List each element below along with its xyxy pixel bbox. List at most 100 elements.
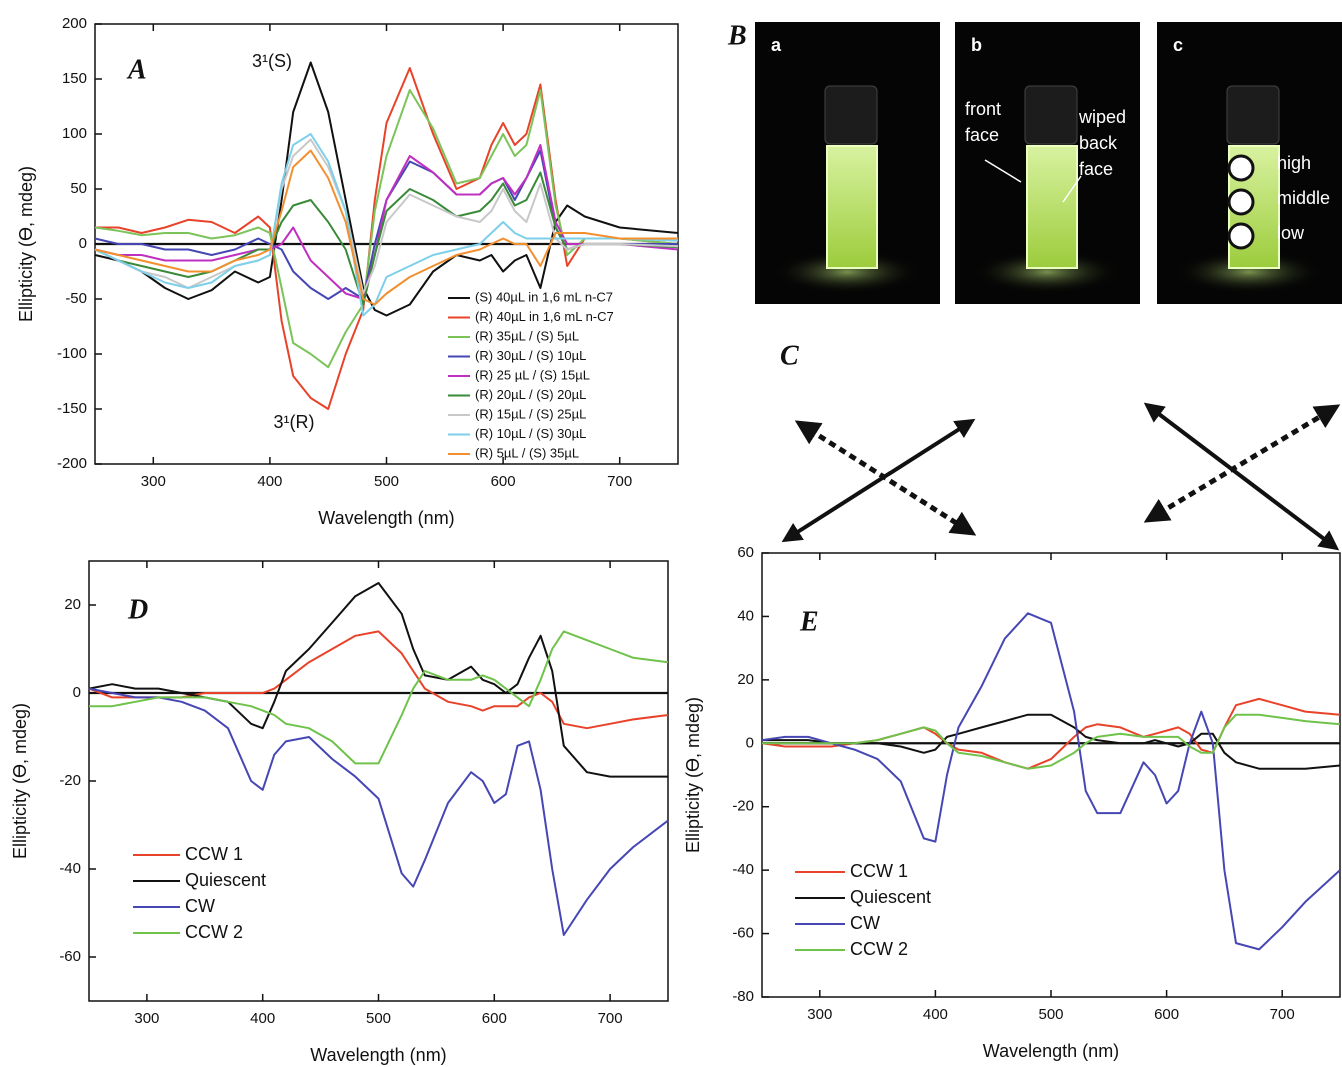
y-tick-label: -40 (59, 860, 81, 877)
legend-label: CW (850, 913, 880, 933)
photo-label: a (771, 35, 782, 55)
y-tick-label: -60 (732, 925, 754, 942)
legend-label: CCW 1 (850, 861, 908, 881)
series-line (88, 630, 669, 730)
photo-note: front (965, 99, 1001, 119)
photo-note: low (1277, 223, 1305, 243)
x-tick-label: 700 (1270, 1006, 1295, 1023)
pointer (1062, 175, 1082, 203)
marker-circle (1227, 154, 1255, 182)
legend-label: Quiescent (850, 887, 931, 907)
glow (772, 250, 922, 294)
pointer (984, 159, 1022, 183)
marker-circle (1227, 222, 1255, 250)
panel-label: A (126, 54, 147, 85)
y-axis-label: Ellipticity (ϴ, mdeg) (16, 166, 36, 322)
photo-note: wiped (1078, 107, 1126, 127)
y-tick-label: -40 (732, 861, 754, 878)
glow (1174, 250, 1324, 294)
panel-label: D (127, 594, 148, 625)
x-tick-label: 500 (366, 1010, 391, 1027)
panel-label: B (727, 20, 747, 51)
y-tick-label: -60 (59, 948, 81, 965)
photo-note: face (965, 125, 999, 145)
series-line (94, 61, 679, 317)
series-line (762, 713, 1341, 770)
series-line (94, 138, 679, 295)
x-tick-label: 500 (374, 473, 399, 490)
glow (972, 250, 1122, 294)
series-line (94, 149, 678, 300)
legend-label: (R) 5µL / (S) 35µL (475, 445, 579, 460)
y-tick-label: 60 (737, 544, 754, 561)
series-line (95, 67, 679, 410)
legend-label: (R) 15µL / (S) 25µL (475, 406, 586, 421)
legend-label: CCW 2 (850, 939, 908, 959)
annotation: 3¹(S) (252, 51, 292, 71)
legend-label: (R) 10µL / (S) 30µL (475, 426, 586, 441)
photo-note: high (1277, 153, 1311, 173)
x-tick-label: 700 (607, 473, 632, 490)
annotation: 3¹(R) (274, 412, 315, 432)
y-tick-label: 0 (746, 734, 754, 751)
y-axis-label: Ellipticity (ϴ, mdeg) (10, 703, 30, 859)
y-tick-label: 200 (62, 15, 87, 32)
x-axis-label: Wavelength (nm) (318, 508, 454, 528)
series-line (88, 582, 668, 778)
legend-label: CCW 1 (185, 844, 243, 864)
y-tick-label: 150 (62, 70, 87, 87)
x-tick-label: 300 (141, 473, 166, 490)
plot-frame (761, 552, 1341, 998)
panel-label: E (799, 606, 819, 637)
y-tick-label: 20 (737, 671, 754, 688)
y-tick-label: 50 (70, 180, 87, 197)
x-tick-label: 300 (134, 1010, 159, 1027)
vial (826, 145, 878, 269)
y-tick-label: -20 (732, 798, 754, 815)
series-line (88, 687, 669, 936)
legend-label: (R) 35µL / (S) 5µL (475, 328, 579, 343)
y-tick-label: -80 (732, 988, 754, 1005)
y-tick-label: 40 (737, 607, 754, 624)
y-axis-label: Ellipticity (ϴ, mdeg) (683, 697, 703, 853)
legend-label: (R) 25 µL / (S) 15µL (475, 367, 590, 382)
x-tick-label: 700 (598, 1010, 623, 1027)
vial (1026, 145, 1078, 269)
x-axis-label: Wavelength (nm) (310, 1045, 446, 1065)
y-tick-label: -200 (57, 455, 87, 472)
x-tick-label: 400 (250, 1010, 275, 1027)
vial-cap (1226, 85, 1280, 145)
series-line (761, 697, 1341, 770)
photo-note: middle (1277, 188, 1330, 208)
legend-label: (R) 20µL / (S) 20µL (475, 387, 586, 402)
y-tick-label: -20 (59, 772, 81, 789)
x-tick-label: 600 (491, 473, 516, 490)
y-tick-label: -150 (57, 400, 87, 417)
vial-cap (1024, 85, 1078, 145)
legend-label: (R) 40µL in 1,6 mL n-C7 (475, 309, 614, 324)
series-line (761, 612, 1341, 951)
legend-label: Quiescent (185, 870, 266, 890)
series-line (94, 89, 679, 369)
legend-label: CW (185, 896, 215, 916)
y-tick-label: 0 (73, 684, 81, 701)
x-tick-label: 500 (1038, 1006, 1063, 1023)
plot-frame (88, 560, 669, 1002)
legend-label: (R) 30µL / (S) 10µL (475, 348, 586, 363)
y-tick-label: -50 (65, 290, 87, 307)
photo-label: b (971, 35, 982, 55)
x-tick-label: 400 (923, 1006, 948, 1023)
y-tick-label: 20 (64, 596, 81, 613)
x-tick-label: 300 (807, 1006, 832, 1023)
panel-label: C (780, 340, 799, 371)
photo-note: face (1079, 159, 1113, 179)
vial-cap (824, 85, 878, 145)
series-line (89, 630, 669, 765)
x-tick-label: 600 (482, 1010, 507, 1027)
y-tick-label: 0 (79, 235, 87, 252)
series-line (762, 713, 1341, 770)
photo-note: back (1079, 133, 1118, 153)
photo-label: c (1173, 35, 1183, 55)
